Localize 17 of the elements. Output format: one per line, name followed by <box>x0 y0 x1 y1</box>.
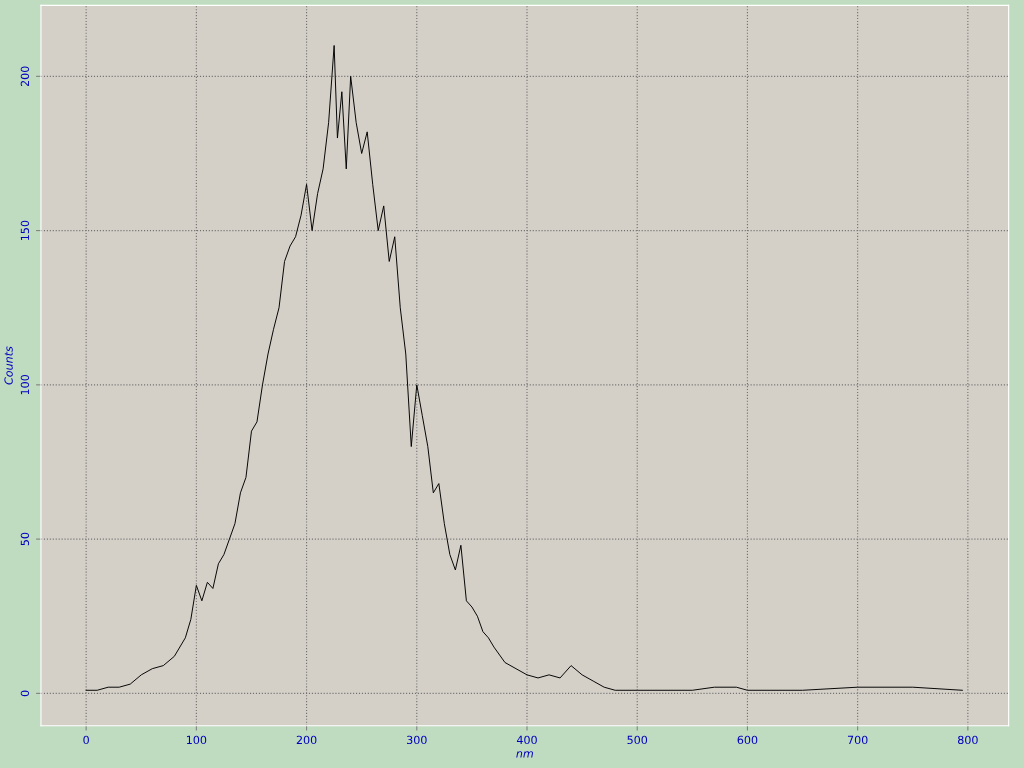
y-tick-label: 200 <box>20 66 30 87</box>
x-axis-title: nm <box>516 751 533 758</box>
x-tick-label: 200 <box>296 735 317 745</box>
x-tick-label: 800 <box>958 735 978 745</box>
x-tick-label: 700 <box>847 735 868 745</box>
y-tick-label: 150 <box>20 220 30 240</box>
y-tick-label: 100 <box>20 374 30 395</box>
x-tick-label: 600 <box>737 735 758 745</box>
y-axis-title: Counts <box>4 346 13 385</box>
line-series <box>85 44 963 691</box>
y-tick-label: 0 <box>20 690 30 697</box>
x-tick-label: 0 <box>83 735 89 745</box>
y-tick-label: 50 <box>20 532 30 546</box>
x-tick-label: 100 <box>186 735 207 745</box>
x-tick-label: 500 <box>627 735 648 745</box>
x-tick-label: 300 <box>407 735 427 745</box>
x-tick-label: 400 <box>516 735 537 745</box>
